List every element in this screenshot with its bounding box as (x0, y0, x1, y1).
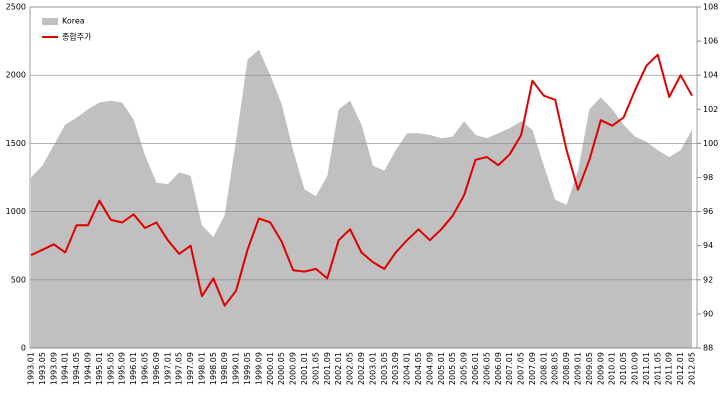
x-tick-label: 2008.09 (562, 352, 571, 385)
x-tick-label: 2011.09 (665, 352, 674, 385)
x-tick-label: 1997.05 (175, 352, 184, 385)
x-tick-label: 2007.01 (505, 352, 514, 385)
x-tick-label: 1995.05 (106, 352, 115, 385)
x-tick-label: 1999.09 (254, 352, 263, 385)
x-tick-label: 2012.05 (688, 352, 697, 385)
area (31, 49, 692, 348)
y2-tick-label: 100 (703, 139, 718, 148)
x-tick-label: 1998.05 (209, 352, 218, 385)
x-tick-label: 2009.01 (574, 352, 583, 385)
y2-tick-label: 106 (703, 37, 718, 46)
x-tick-label: 2001.09 (323, 352, 332, 385)
x-tick-label: 1994.05 (72, 352, 81, 385)
x-tick-label: 2005.05 (448, 352, 457, 385)
x-tick-label: 2005.09 (460, 352, 469, 385)
x-tick-label: 2009.05 (585, 352, 594, 385)
x-tick-label: 2010.05 (619, 352, 628, 385)
x-tick-label: 2004.01 (403, 352, 412, 385)
legend-label: Korea (62, 17, 85, 26)
x-tick-label: 1997.09 (186, 352, 195, 385)
x-tick-label: 1993.01 (27, 352, 36, 385)
y-tick-label: 2000 (6, 71, 26, 80)
x-tick-label: 1995.01 (95, 352, 104, 385)
x-tick-label: 2008.05 (551, 352, 560, 385)
x-tick-label: 1998.09 (220, 352, 229, 385)
x-tick-label: 2003.01 (368, 352, 377, 385)
y2-tick-label: 96 (703, 207, 713, 216)
y2-tick-label: 92 (703, 275, 713, 284)
x-tick-label: 1993.05 (38, 352, 47, 385)
x-tick-label: 1995.09 (118, 352, 127, 385)
x-tick-label: 1999.01 (232, 352, 241, 385)
x-tick-label: 1996.09 (152, 352, 161, 385)
y-tick-label: 2500 (6, 3, 26, 12)
y2-tick-label: 104 (703, 71, 718, 80)
x-tick-label: 1997.01 (163, 352, 172, 385)
x-tick-label: 2007.09 (528, 352, 537, 385)
y-tick-label: 500 (11, 275, 26, 284)
x-tick-label: 2006.01 (471, 352, 480, 385)
x-tick-label: 2002.05 (346, 352, 355, 385)
y2-tick-label: 94 (703, 241, 713, 250)
y2-tick-label: 102 (703, 105, 718, 114)
x-tick-label: 2006.09 (494, 352, 503, 385)
x-tick-label: 2007.05 (517, 352, 526, 385)
y-tick-label: 1500 (6, 139, 26, 148)
x-tick-label: 2002.01 (334, 352, 343, 385)
x-tick-label: 1994.01 (61, 352, 70, 385)
legend-swatch (42, 18, 58, 25)
x-tick-label: 2004.05 (414, 352, 423, 385)
x-tick-label: 2001.05 (311, 352, 320, 385)
x-tick-label: 2001.01 (300, 352, 309, 385)
x-tick-label: 2011.05 (653, 352, 662, 385)
y2-tick-label: 108 (703, 3, 718, 12)
y2-tick-label: 88 (703, 344, 713, 353)
x-tick-label: 2009.09 (596, 352, 605, 385)
x-tick-label: 1999.05 (243, 352, 252, 385)
x-tick-label: 1993.09 (49, 352, 58, 385)
legend-label: 종합주가 (62, 33, 92, 42)
x-tick-label: 1994.09 (83, 352, 92, 385)
x-tick-label: 2010.09 (631, 352, 640, 385)
x-tick-label: 1998.01 (197, 352, 206, 385)
x-tick-label: 2010.01 (608, 352, 617, 385)
x-tick-label: 2000.01 (266, 352, 275, 385)
x-tick-label: 2005.01 (437, 352, 446, 385)
x-tick-label: 2002.09 (357, 352, 366, 385)
x-tick-label: 2004.09 (425, 352, 434, 385)
x-tick-label: 2003.09 (391, 352, 400, 385)
y-tick-label: 1000 (6, 207, 26, 216)
x-tick-label: 2006.05 (482, 352, 491, 385)
y-tick-label: 0 (21, 344, 26, 353)
x-tick-label: 2003.05 (380, 352, 389, 385)
y2-tick-label: 98 (703, 173, 713, 182)
x-tick-label: 1996.05 (140, 352, 149, 385)
x-tick-label: 2008.01 (539, 352, 548, 385)
x-tick-label: 2000.09 (289, 352, 298, 385)
y2-tick-label: 90 (703, 309, 713, 318)
line (30, 53, 693, 307)
x-tick-label: 1996.01 (129, 352, 138, 385)
x-tick-label: 2000.05 (277, 352, 286, 385)
x-tick-label: 2011.01 (642, 352, 651, 385)
x-tick-label: 2012.01 (676, 352, 685, 385)
